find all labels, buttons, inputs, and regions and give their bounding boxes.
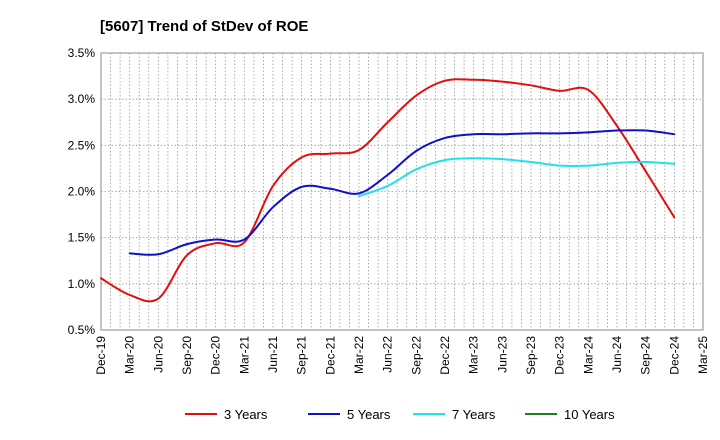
x-tick-label: Dec-22 bbox=[438, 336, 452, 375]
x-tick-label: Dec-19 bbox=[94, 336, 108, 375]
y-tick-label: 1.0% bbox=[68, 277, 96, 291]
x-tick-label: Sep-21 bbox=[295, 336, 309, 375]
x-tick-label: Mar-23 bbox=[467, 336, 481, 374]
x-tick-label: Mar-25 bbox=[696, 336, 710, 374]
series-line-3-years bbox=[100, 78, 676, 303]
x-tick-label: Mar-21 bbox=[237, 336, 251, 374]
x-tick-label: Dec-23 bbox=[553, 336, 567, 375]
x-tick-label: Dec-20 bbox=[209, 336, 223, 375]
x-tick-label: Mar-24 bbox=[581, 336, 595, 374]
x-tick-label: Jun-22 bbox=[381, 336, 395, 373]
y-tick-label: 0.5% bbox=[68, 323, 96, 337]
legend-label-5-years: 5 Years bbox=[347, 407, 391, 422]
x-tick-label: Jun-23 bbox=[495, 336, 509, 373]
series-line-5-years bbox=[128, 129, 676, 256]
y-tick-label: 2.0% bbox=[68, 185, 96, 199]
legend: 3 Years 5 Years 7 Years 10 Years bbox=[185, 407, 615, 422]
x-tick-label: Mar-20 bbox=[123, 336, 137, 374]
x-tick-label: Dec-24 bbox=[667, 336, 681, 375]
legend-label-7-years: 7 Years bbox=[452, 407, 496, 422]
y-axis: 0.5% 1.0% 1.5% 2.0% 2.5% 3.0% 3.5% bbox=[68, 46, 96, 337]
y-tick-label: 3.0% bbox=[68, 92, 96, 106]
x-tick-label: Sep-23 bbox=[524, 336, 538, 375]
grid bbox=[101, 53, 703, 330]
x-axis: Dec-19 Mar-20 Jun-20 Sep-20 Dec-20 Mar-21 Jun-… bbox=[94, 336, 710, 375]
x-tick-label: Sep-20 bbox=[180, 336, 194, 375]
y-tick-label: 2.5% bbox=[68, 138, 96, 152]
x-tick-label: Jun-21 bbox=[266, 336, 280, 373]
series-group bbox=[100, 78, 676, 303]
legend-label-10-years: 10 Years bbox=[564, 407, 615, 422]
x-tick-label: Sep-24 bbox=[639, 336, 653, 375]
y-tick-label: 1.5% bbox=[68, 231, 96, 245]
y-tick-label: 3.5% bbox=[68, 46, 96, 60]
x-tick-label: Mar-22 bbox=[352, 336, 366, 374]
x-tick-label: Sep-22 bbox=[409, 336, 423, 375]
x-tick-label: Jun-20 bbox=[151, 336, 165, 373]
x-tick-label: Dec-21 bbox=[323, 336, 337, 375]
chart-title: [5607] Trend of StDev of ROE bbox=[100, 18, 308, 35]
series-line-7-years bbox=[358, 157, 676, 198]
plot-frame bbox=[100, 52, 704, 331]
x-tick-label: Jun-24 bbox=[610, 336, 624, 373]
legend-label-3-years: 3 Years bbox=[224, 407, 268, 422]
